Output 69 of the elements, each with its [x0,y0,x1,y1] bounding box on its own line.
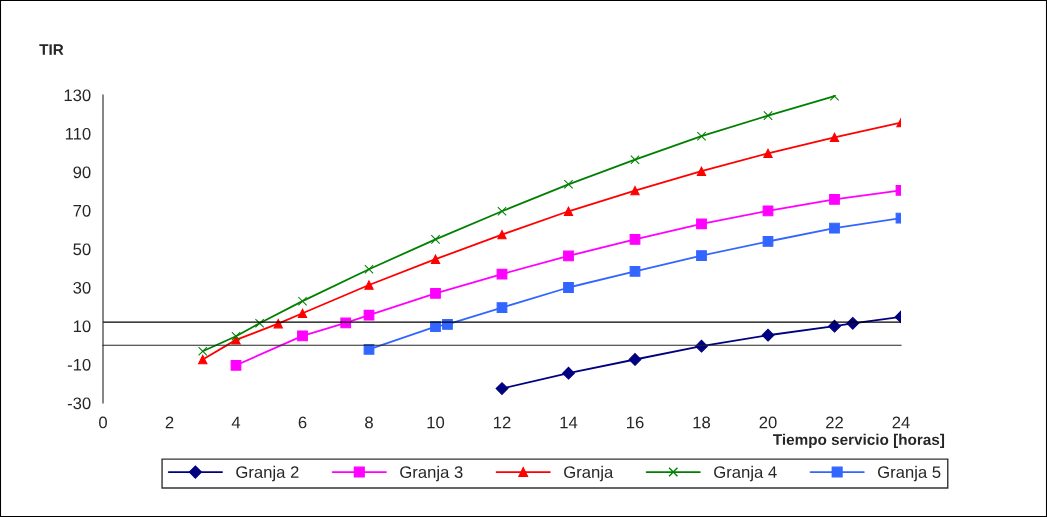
point [495,382,509,395]
point [696,166,707,176]
point [297,308,308,318]
point [297,330,308,342]
x-tick-label: 14 [560,416,578,429]
y-tick-label: 30 [73,281,91,294]
point [628,353,642,366]
legend-label: Granja 4 [714,465,777,482]
y-tick-label: 50 [73,243,91,256]
point [563,250,574,262]
x-tick-label: 22 [826,416,843,429]
point [430,234,441,245]
point [496,302,508,313]
x-tick-label: 0 [99,416,107,429]
x-tick-label: 10 [427,416,445,429]
point [630,185,640,196]
x-axis-title: Tiempo servicio [horas] [773,433,945,449]
point [497,206,507,216]
point [829,222,840,234]
point [364,264,374,274]
y-tick-label: 10 [73,320,91,333]
point [696,131,707,141]
x-tick-label: 20 [759,416,777,429]
point [231,331,241,341]
point [430,254,441,264]
point [696,218,707,230]
point [198,354,208,365]
point [761,328,775,342]
x-tick-label: 12 [494,416,511,429]
x-tick-label: 16 [627,416,644,429]
point [630,154,640,165]
x-tick-label: 2 [165,416,174,429]
x-tick-label: 24 [892,416,910,429]
point [297,296,308,306]
point [763,110,773,121]
legend-label: Granja 5 [878,465,941,482]
point [254,318,265,328]
point [563,179,574,190]
point [829,193,840,205]
point [762,236,774,247]
y-axis-title: TIR [39,44,64,55]
y-tick-label: 90 [73,166,91,179]
y-tick-label: 70 [73,204,91,217]
point [629,233,641,245]
x-tick-label: 18 [693,416,711,429]
point [230,359,242,371]
y-tick-label: 110 [65,127,91,140]
y-tick-label: -10 [67,358,91,371]
point [696,250,707,261]
y-tick-label: 130 [64,89,91,102]
point [430,287,441,299]
point [198,346,208,356]
point [497,229,507,240]
point [763,148,773,159]
legend-label: Granja 3 [400,465,463,482]
legend-label: Granja [564,465,614,482]
x-tick-label: 4 [231,416,241,429]
point [364,280,374,290]
point [629,265,641,277]
x-tick-label: 8 [365,416,373,429]
legend-label: Granja 2 [236,465,299,482]
point [363,309,375,321]
point [562,366,575,380]
point [231,335,241,345]
point [563,206,574,216]
x-tick-label: 6 [298,416,307,429]
point [563,282,574,293]
y-tick-label: -30 [67,397,91,410]
point [829,132,840,143]
